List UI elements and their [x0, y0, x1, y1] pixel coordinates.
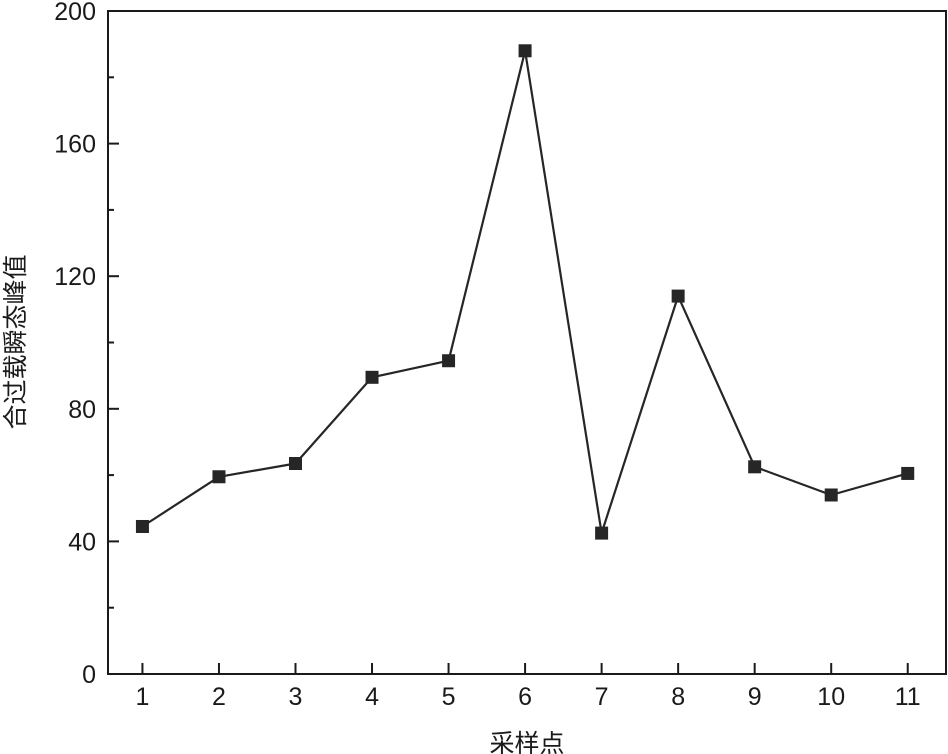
y-tick-label: 200: [54, 0, 96, 26]
data-point-marker: [518, 44, 532, 58]
data-point-marker: [595, 526, 609, 540]
y-tick-label: 160: [54, 131, 96, 159]
x-tick-label: 9: [748, 683, 762, 711]
data-point-marker: [135, 519, 149, 533]
x-tick-label: 11: [895, 683, 921, 711]
x-axis-title: 采样点: [489, 729, 564, 754]
data-point-marker: [671, 289, 685, 303]
y-axis-ticks: 0 40 80 120 160 200: [54, 0, 119, 689]
y-tick-label: 80: [68, 396, 96, 424]
series-line: [141, 49, 908, 535]
x-tick-label: 2: [212, 683, 226, 711]
data-point-marker: [212, 470, 226, 484]
x-tick-label: 5: [442, 683, 456, 711]
x-tick-label: 3: [289, 683, 303, 711]
x-tick-label: 10: [817, 683, 845, 711]
y-tick-label: 0: [82, 661, 96, 689]
data-point-marker: [824, 488, 838, 502]
y-tick-label: 120: [54, 263, 96, 291]
x-tick-label: 1: [135, 683, 149, 711]
data-point-marker: [365, 370, 379, 384]
plot-frame: [107, 10, 947, 675]
x-tick-label: 4: [365, 683, 379, 711]
y-axis-title: 合过载瞬态峰值: [1, 254, 30, 429]
data-point-marker: [748, 460, 762, 474]
y-tick-label: 40: [68, 528, 96, 556]
data-point-marker: [288, 456, 302, 470]
x-axis-ticks: 1 2 3 4 5 6 7 8 9 10 11: [135, 663, 921, 711]
x-tick-label: 6: [518, 683, 532, 711]
x-tick-label: 7: [595, 683, 609, 711]
data-point-marker: [901, 466, 915, 480]
series-layer: [135, 44, 915, 540]
x-tick-label: 8: [671, 683, 685, 711]
data-point-marker: [442, 354, 456, 368]
